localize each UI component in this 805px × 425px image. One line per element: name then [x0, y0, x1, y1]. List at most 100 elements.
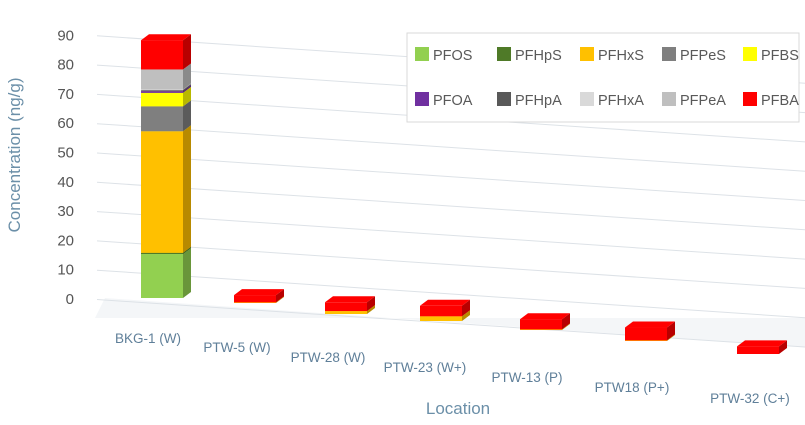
bar-front-face — [141, 90, 183, 92]
y-axis-title: Concentration (ng/g) — [5, 78, 24, 233]
bar-side-face — [779, 340, 787, 354]
legend-swatch — [662, 92, 676, 106]
bar-front-face — [325, 311, 367, 314]
bar-segment — [520, 313, 570, 330]
y-tick-label: 0 — [66, 291, 74, 308]
bar-front-face — [234, 295, 276, 303]
bar-front-face — [625, 327, 667, 341]
bar-front-face — [420, 305, 462, 317]
legend-label: PFBA — [761, 93, 799, 109]
legend-item: PFPeS — [662, 47, 726, 64]
y-tick-label: 10 — [57, 262, 74, 279]
bar-front-face — [420, 316, 462, 321]
bar-side-face — [276, 289, 284, 303]
bar-segment — [325, 296, 375, 312]
legend-swatch — [743, 92, 757, 106]
floor-plane — [95, 298, 805, 347]
x-tick-label: BKG-1 (W) — [115, 331, 181, 346]
bar-front-face — [141, 92, 183, 107]
bar-side-face — [562, 323, 570, 330]
legend-item: PFHpA — [497, 92, 562, 109]
bar-side-face — [183, 83, 191, 91]
legend-swatch — [743, 47, 757, 61]
legend-label: PFHpS — [515, 48, 562, 64]
bar-side-face — [183, 125, 191, 253]
legend-swatch — [580, 47, 594, 61]
bar-front-face — [625, 340, 667, 342]
y-tick-label: 90 — [57, 27, 74, 44]
bar-front-face — [141, 106, 183, 132]
bar-top-face — [141, 34, 191, 41]
legend-item: PFPeA — [662, 92, 726, 109]
bar-front-face — [141, 131, 183, 253]
x-axis-title: Location — [426, 399, 490, 418]
bar-front-face — [520, 329, 562, 331]
legend: PFOS PFHpS PFHxS PFPeS PFBS PFOA PFHpA PFHxA PFP… — [406, 32, 800, 123]
bar-side-face — [183, 246, 191, 255]
bar-side-face — [462, 310, 470, 321]
bar-top-face — [325, 296, 375, 303]
bar-front-face — [141, 254, 183, 298]
bar-side-face — [276, 296, 284, 303]
bar-front-face — [141, 91, 183, 93]
legend-swatch — [662, 47, 676, 61]
legend-label: PFOS — [433, 48, 472, 64]
legend-item: PFBS — [743, 47, 799, 64]
bar-front-face — [737, 346, 779, 354]
bar-segment — [234, 289, 284, 303]
gridline — [96, 240, 805, 289]
x-tick-label: PTW-32 (C+) — [710, 391, 790, 406]
y-tick-label: 20 — [57, 232, 74, 249]
legend-swatch — [497, 92, 511, 106]
legend-swatch — [415, 47, 429, 61]
bar-side-face — [367, 305, 375, 314]
legend-item: PFHxA — [580, 92, 644, 109]
gridline — [96, 269, 805, 319]
legend-swatch — [497, 47, 511, 61]
bar-front-face — [520, 319, 562, 330]
bar-front-face — [141, 40, 183, 70]
bar-side-face — [183, 63, 191, 90]
bar-front-face — [141, 89, 183, 91]
bar-top-face — [420, 299, 470, 306]
y-tick-label: 70 — [57, 86, 74, 103]
bar-segment — [737, 340, 787, 354]
bar-top-face — [520, 313, 570, 320]
gridline — [96, 152, 805, 201]
bar-front-face — [141, 252, 183, 255]
bar-front-face — [325, 302, 367, 312]
legend-label: PFHxS — [598, 48, 644, 64]
legend-label: PFPeA — [680, 93, 726, 109]
bar-side-face — [667, 321, 675, 341]
gridline — [96, 123, 805, 172]
legend-item: PFBA — [743, 92, 799, 109]
gridline — [96, 299, 805, 348]
y-tick-label: 40 — [57, 174, 74, 191]
bar-top-face — [625, 321, 675, 328]
bar-segment — [420, 299, 470, 317]
bar-side-face — [183, 248, 191, 298]
legend-swatch — [580, 92, 594, 106]
bar-side-face — [667, 334, 675, 341]
x-tick-label: PTW-13 (P) — [491, 370, 562, 385]
bar-segment — [625, 321, 675, 341]
y-tick-label: 30 — [57, 203, 74, 220]
legend-item: PFOA — [415, 92, 473, 109]
legend-label: PFBS — [761, 48, 799, 64]
bar-side-face — [183, 34, 191, 70]
bar-segment — [141, 34, 191, 70]
bar-top-face — [234, 289, 284, 296]
bar-front-face — [234, 302, 276, 304]
bar-side-face — [183, 84, 191, 92]
y-tick-label: 60 — [57, 115, 74, 132]
legend-label: PFHpA — [515, 93, 562, 109]
bar-front-face — [141, 69, 183, 90]
bar-side-face — [562, 313, 570, 330]
y-tick-label: 80 — [57, 57, 74, 74]
bar-segment — [141, 248, 191, 298]
legend-item: PFHxS — [580, 47, 644, 64]
gridline — [96, 211, 805, 260]
bar-side-face — [367, 296, 375, 312]
